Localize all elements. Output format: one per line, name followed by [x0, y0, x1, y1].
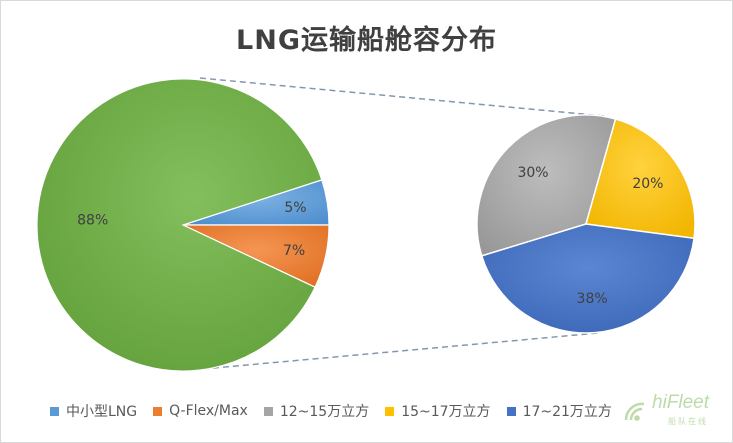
legend-swatch-4: [385, 406, 395, 416]
legend-swatch-1: [50, 406, 59, 416]
main-pie-label-2: 7%: [283, 243, 305, 259]
watermark-text: hiFleet: [652, 392, 710, 413]
legend-label-2: Q-Flex/Max: [169, 403, 248, 419]
main-pie-label-1: 5%: [284, 200, 306, 216]
legend-label-5: 17~21万立方: [522, 404, 612, 420]
legend-item-4: 15~17万立方: [385, 401, 491, 421]
secondary-pie-slice-3: [480, 223, 695, 334]
main-pie: [36, 78, 330, 372]
legend-label-1: 中小型LNG: [66, 404, 138, 420]
secondary-pie-label-3: 38%: [577, 291, 608, 307]
legend-label-3: 12~15万立方: [279, 404, 370, 420]
main-pie-label-3: 88%: [77, 212, 108, 228]
data-labels: 5% 7% 88% 30% 20% 38%: [77, 165, 663, 307]
legend-item-5: 17~21万立方: [506, 401, 612, 421]
watermark-subtext: 船队在线: [668, 417, 708, 426]
connector-lines: [199, 77, 605, 370]
secondary-pie-label-1: 30%: [517, 165, 548, 181]
legend-item-1: 中小型LNG: [50, 401, 137, 421]
legend: 中小型LNG Q-Flex/Max 12~15万立方 15~17万立方 17~21万立方: [50, 400, 730, 422]
legend-swatch-3: [263, 406, 273, 416]
secondary-pie-label-2: 20%: [632, 176, 663, 192]
connector-line-1: [199, 77, 605, 117]
connector-line-2: [202, 332, 599, 370]
chart-title: LNG运输船舱容分布: [236, 25, 497, 56]
legend-item-2: Q-Flex/Max: [153, 403, 248, 419]
legend-swatch-2: [153, 406, 163, 416]
legend-item-3: 12~15万立方: [263, 401, 370, 421]
wifi-logo-icon: [624, 402, 645, 421]
legend-swatch-5: [506, 406, 516, 416]
secondary-pie: [476, 114, 696, 334]
secondary-pie-slice-1: [476, 114, 617, 257]
legend-label-4: 15~17万立方: [401, 404, 491, 420]
watermark: hiFleet 船队在线: [618, 392, 728, 434]
main-pie-slice-3: [36, 78, 323, 372]
secondary-pie-slice-2: [585, 118, 696, 240]
